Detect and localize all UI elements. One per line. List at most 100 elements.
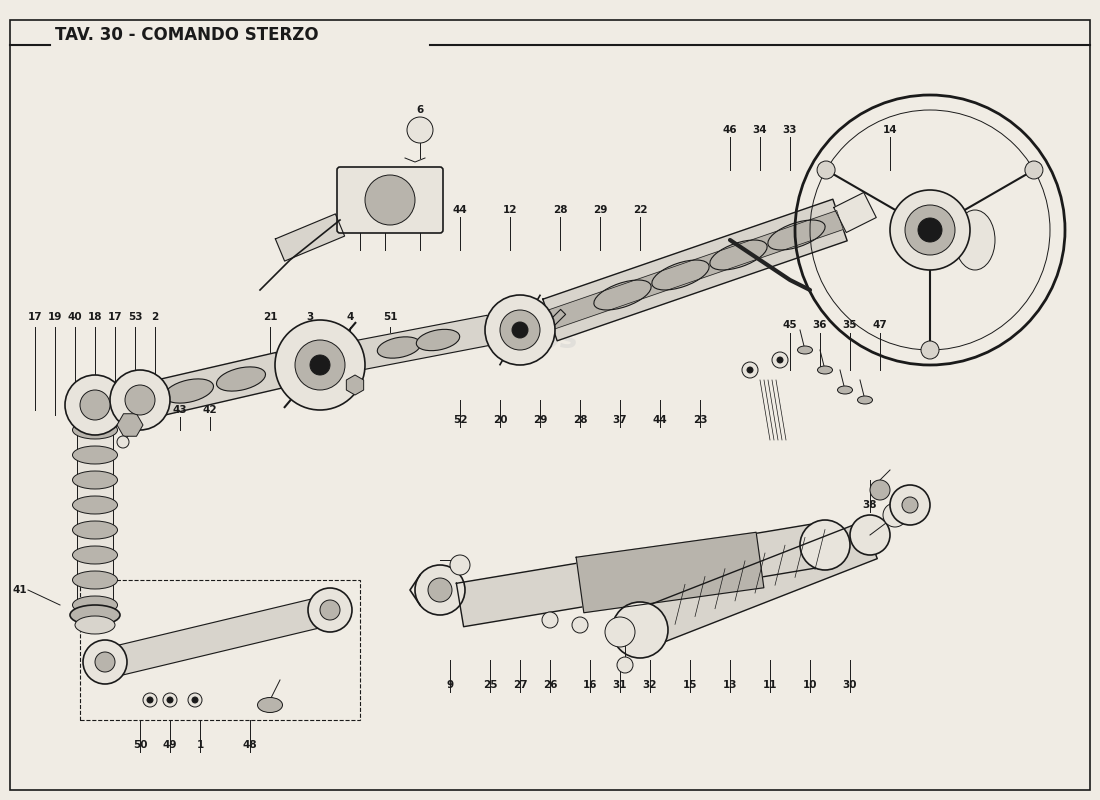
Circle shape: [542, 612, 558, 628]
Circle shape: [890, 190, 970, 270]
Circle shape: [308, 588, 352, 632]
Circle shape: [415, 565, 465, 615]
Text: 5: 5: [506, 315, 514, 325]
Text: 2: 2: [152, 312, 158, 322]
Text: 15: 15: [683, 680, 697, 690]
Text: 19: 19: [47, 312, 63, 322]
Text: 46: 46: [723, 125, 737, 135]
Ellipse shape: [73, 546, 118, 564]
Polygon shape: [456, 523, 824, 626]
Circle shape: [310, 355, 330, 375]
Circle shape: [747, 367, 754, 373]
Circle shape: [143, 693, 157, 707]
Circle shape: [365, 175, 415, 225]
Circle shape: [65, 375, 125, 435]
Polygon shape: [542, 199, 847, 341]
Circle shape: [167, 697, 173, 703]
Circle shape: [1025, 161, 1043, 179]
Ellipse shape: [217, 367, 265, 391]
Text: 34: 34: [752, 125, 768, 135]
Circle shape: [485, 295, 556, 365]
Polygon shape: [275, 214, 344, 261]
Text: 49: 49: [163, 740, 177, 750]
Text: 27: 27: [513, 680, 527, 690]
Circle shape: [612, 602, 668, 658]
Text: 22: 22: [632, 205, 647, 215]
Ellipse shape: [70, 605, 120, 625]
Circle shape: [80, 390, 110, 420]
Circle shape: [772, 352, 788, 368]
Text: 20: 20: [493, 415, 507, 425]
Text: 12: 12: [503, 205, 517, 215]
Polygon shape: [146, 353, 284, 418]
Circle shape: [117, 436, 129, 448]
Circle shape: [921, 341, 939, 359]
Text: 21: 21: [263, 312, 277, 322]
Text: 1: 1: [197, 740, 204, 750]
Text: 51: 51: [383, 312, 397, 322]
Circle shape: [407, 117, 433, 143]
Polygon shape: [346, 375, 364, 395]
Ellipse shape: [73, 571, 118, 589]
Text: 41: 41: [13, 585, 28, 595]
Text: 39: 39: [903, 500, 917, 510]
Text: 31: 31: [613, 680, 627, 690]
Text: 38: 38: [862, 500, 878, 510]
Circle shape: [905, 205, 955, 255]
Polygon shape: [547, 210, 844, 330]
Text: 36: 36: [813, 320, 827, 330]
Circle shape: [192, 697, 198, 703]
Text: 44: 44: [652, 415, 668, 425]
Ellipse shape: [837, 386, 852, 394]
Ellipse shape: [652, 260, 710, 290]
Polygon shape: [834, 193, 877, 233]
Text: 43: 43: [173, 405, 187, 415]
Text: 10: 10: [803, 680, 817, 690]
Text: 45: 45: [783, 320, 798, 330]
Circle shape: [572, 617, 588, 633]
Text: 29: 29: [593, 205, 607, 215]
Text: 17: 17: [108, 312, 122, 322]
Circle shape: [742, 362, 758, 378]
Ellipse shape: [73, 496, 118, 514]
Circle shape: [500, 310, 540, 350]
Text: 18: 18: [88, 312, 102, 322]
Circle shape: [890, 485, 930, 525]
Ellipse shape: [955, 210, 996, 270]
Ellipse shape: [594, 280, 651, 310]
Ellipse shape: [377, 337, 420, 358]
Circle shape: [850, 515, 890, 555]
Ellipse shape: [817, 366, 833, 374]
Circle shape: [512, 322, 528, 338]
Ellipse shape: [73, 596, 118, 614]
Circle shape: [902, 497, 918, 513]
Text: 24: 24: [412, 205, 427, 215]
Text: 14: 14: [882, 125, 898, 135]
Ellipse shape: [416, 330, 460, 350]
Text: 28: 28: [573, 415, 587, 425]
Circle shape: [275, 320, 365, 410]
Text: 6: 6: [417, 105, 424, 115]
Ellipse shape: [73, 521, 118, 539]
Polygon shape: [358, 315, 493, 370]
Text: 13: 13: [723, 680, 737, 690]
Text: 29: 29: [532, 415, 547, 425]
Circle shape: [320, 600, 340, 620]
Text: 47: 47: [872, 320, 888, 330]
Text: 37: 37: [613, 415, 627, 425]
Text: 30: 30: [843, 680, 857, 690]
Text: 17: 17: [28, 312, 42, 322]
Ellipse shape: [710, 240, 767, 270]
Circle shape: [617, 657, 632, 673]
Ellipse shape: [73, 421, 118, 439]
Circle shape: [95, 652, 116, 672]
Circle shape: [110, 370, 170, 430]
Text: 23: 23: [693, 415, 707, 425]
Circle shape: [125, 385, 155, 415]
Text: 11: 11: [762, 680, 778, 690]
Ellipse shape: [798, 346, 813, 354]
Text: 26: 26: [542, 680, 558, 690]
Circle shape: [147, 697, 153, 703]
Text: 44: 44: [452, 205, 468, 215]
Text: 53: 53: [128, 312, 142, 322]
